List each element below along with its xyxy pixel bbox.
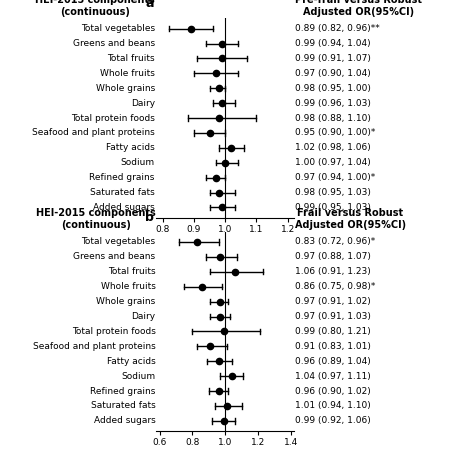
Text: 0.96 (0.89, 1.04): 0.96 (0.89, 1.04) — [295, 357, 371, 366]
Text: 0.86 (0.75, 0.98)*: 0.86 (0.75, 0.98)* — [295, 282, 375, 291]
Text: 1.06 (0.91, 1.23): 1.06 (0.91, 1.23) — [295, 267, 371, 276]
Text: Saturated fats: Saturated fats — [91, 401, 155, 410]
Text: 0.99 (0.91, 1.07): 0.99 (0.91, 1.07) — [295, 54, 371, 63]
Text: 0.98 (0.88, 1.10): 0.98 (0.88, 1.10) — [295, 114, 371, 123]
Text: Whole fruits: Whole fruits — [101, 282, 155, 291]
Text: 0.97 (0.91, 1.03): 0.97 (0.91, 1.03) — [295, 312, 371, 321]
Text: Whole grains: Whole grains — [96, 84, 155, 93]
Text: 0.97 (0.91, 1.02): 0.97 (0.91, 1.02) — [295, 297, 371, 306]
Text: Dairy: Dairy — [131, 312, 155, 321]
Text: Total protein foods: Total protein foods — [72, 327, 155, 336]
Text: Greens and beans: Greens and beans — [73, 39, 155, 48]
Text: 0.99 (0.80, 1.21): 0.99 (0.80, 1.21) — [295, 327, 371, 336]
Text: Added sugars: Added sugars — [94, 416, 155, 425]
Text: 0.99 (0.96, 1.03): 0.99 (0.96, 1.03) — [295, 99, 371, 108]
Text: 0.83 (0.72, 0.96)*: 0.83 (0.72, 0.96)* — [295, 237, 375, 247]
Text: 0.99 (0.95, 1.03): 0.99 (0.95, 1.03) — [295, 203, 371, 212]
Text: Seafood and plant proteins: Seafood and plant proteins — [32, 128, 155, 138]
Text: b: b — [145, 211, 154, 223]
Text: Greens and beans: Greens and beans — [73, 252, 155, 262]
Text: Seafood and plant proteins: Seafood and plant proteins — [33, 342, 155, 351]
Text: 1.00 (0.97, 1.04): 1.00 (0.97, 1.04) — [295, 158, 371, 167]
Text: Sodium: Sodium — [121, 372, 155, 380]
Text: Saturated fats: Saturated fats — [90, 188, 155, 197]
Text: Dairy: Dairy — [131, 99, 155, 108]
Text: Refined grains: Refined grains — [90, 386, 155, 395]
Text: Total protein foods: Total protein foods — [71, 114, 155, 123]
Text: 0.98 (0.95, 1.00): 0.98 (0.95, 1.00) — [295, 84, 371, 93]
Text: 0.96 (0.90, 1.02): 0.96 (0.90, 1.02) — [295, 386, 371, 395]
Text: 0.95 (0.90, 1.00)*: 0.95 (0.90, 1.00)* — [295, 128, 376, 138]
Text: 0.97 (0.90, 1.04): 0.97 (0.90, 1.04) — [295, 69, 371, 78]
Text: 0.97 (0.88, 1.07): 0.97 (0.88, 1.07) — [295, 252, 371, 262]
Text: Total vegetables: Total vegetables — [81, 24, 155, 33]
Text: Added sugars: Added sugars — [93, 203, 155, 212]
Text: Fatty acids: Fatty acids — [107, 357, 155, 366]
Text: 1.04 (0.97, 1.11): 1.04 (0.97, 1.11) — [295, 372, 371, 380]
Text: a: a — [145, 0, 154, 10]
Text: HEI-2015 components
(continuous): HEI-2015 components (continuous) — [36, 208, 155, 230]
Text: Pre-frail versus Robust
Adjusted OR(95%CI): Pre-frail versus Robust Adjusted OR(95%C… — [295, 0, 422, 17]
Text: Whole grains: Whole grains — [96, 297, 155, 306]
Text: 0.91 (0.83, 1.01): 0.91 (0.83, 1.01) — [295, 342, 371, 351]
Text: 0.97 (0.94, 1.00)*: 0.97 (0.94, 1.00)* — [295, 173, 376, 182]
Text: 0.98 (0.95, 1.03): 0.98 (0.95, 1.03) — [295, 188, 371, 197]
Text: Whole fruits: Whole fruits — [100, 69, 155, 78]
Text: Fatty acids: Fatty acids — [106, 143, 155, 153]
Text: 1.01 (0.94, 1.10): 1.01 (0.94, 1.10) — [295, 401, 371, 410]
Text: 0.99 (0.92, 1.06): 0.99 (0.92, 1.06) — [295, 416, 371, 425]
Text: Total vegetables: Total vegetables — [82, 237, 155, 247]
Text: HEI-2015 components
(continuous): HEI-2015 components (continuous) — [35, 0, 155, 17]
Text: 0.89 (0.82, 0.96)**: 0.89 (0.82, 0.96)** — [295, 24, 380, 33]
Text: Refined grains: Refined grains — [90, 173, 155, 182]
Text: 0.99 (0.94, 1.04): 0.99 (0.94, 1.04) — [295, 39, 371, 48]
Text: Frail versus Robust
Adjusted OR(95%CI): Frail versus Robust Adjusted OR(95%CI) — [295, 208, 406, 230]
Text: Sodium: Sodium — [121, 158, 155, 167]
Text: 1.02 (0.98, 1.06): 1.02 (0.98, 1.06) — [295, 143, 371, 153]
Text: Total fruits: Total fruits — [107, 54, 155, 63]
Text: Total fruits: Total fruits — [108, 267, 155, 276]
